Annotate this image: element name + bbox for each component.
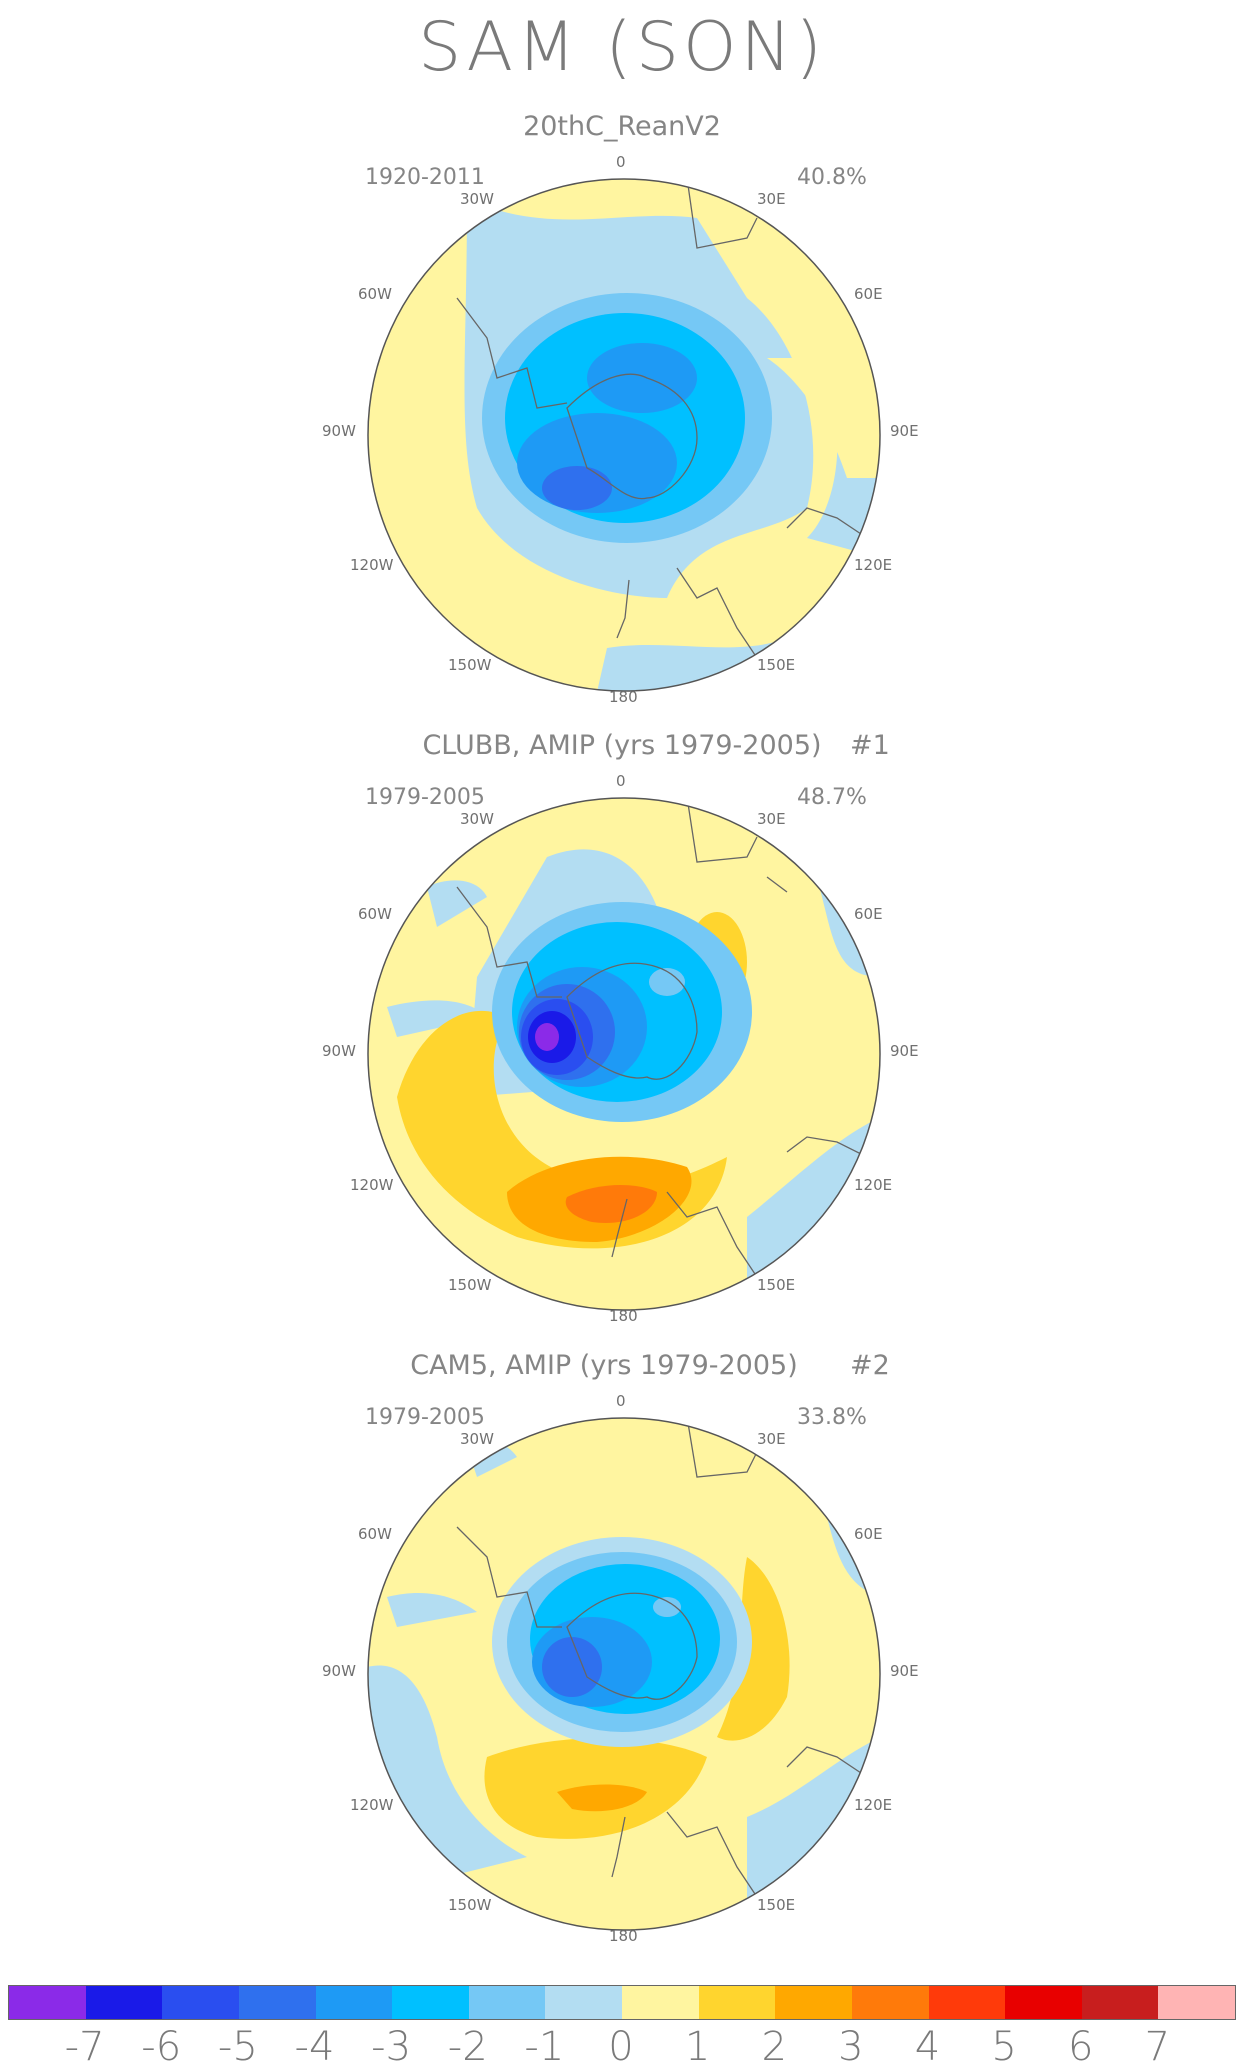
label-120w: 120W: [350, 556, 394, 574]
colorbar-label: -1: [524, 2024, 565, 2070]
colorbar-label: -6: [141, 2024, 182, 2070]
colorbar-swatch: [392, 1986, 469, 2019]
label-30e: 30E: [757, 1430, 786, 1448]
colorbar-label: 7: [1144, 2024, 1171, 2070]
colorbar-label: -3: [371, 2024, 412, 2070]
label-150e: 150E: [757, 1276, 796, 1294]
colorbar: [8, 1985, 1236, 2020]
label-0: 0: [616, 772, 626, 790]
panel-3-map: [367, 1417, 881, 1931]
colorbar-label: -2: [447, 2024, 488, 2070]
panel-3-tag: #2: [850, 1350, 890, 1381]
label-30e: 30E: [757, 190, 786, 208]
colorbar-swatch: [468, 1986, 546, 2019]
panel-2-map: [367, 797, 881, 1311]
label-90e: 90E: [890, 1042, 919, 1060]
panel-1-map: [367, 178, 881, 692]
label-90e: 90E: [890, 422, 919, 440]
colorbar-label: 4: [914, 2024, 941, 2070]
label-120e: 120E: [854, 1176, 893, 1194]
panel-1-title: 20thC_ReanV2: [523, 111, 721, 142]
panel-3-title: CAM5, AMIP (yrs 1979-2005): [410, 1350, 798, 1381]
colorbar-swatch: [851, 1986, 929, 2019]
label-60e: 60E: [854, 285, 883, 303]
label-60w: 60W: [358, 905, 392, 923]
panel-1-years: 1920-2011: [365, 165, 485, 190]
label-30w: 30W: [460, 1430, 494, 1448]
label-90w: 90W: [322, 1662, 356, 1680]
label-0: 0: [616, 1392, 626, 1410]
label-150w: 150W: [448, 1276, 492, 1294]
colorbar-label: -4: [294, 2024, 335, 2070]
colorbar-label: 5: [991, 2024, 1017, 2070]
colorbar-swatch: [85, 1986, 163, 2019]
colorbar-label: 0: [608, 2024, 634, 2070]
label-120w: 120W: [350, 1796, 394, 1814]
colorbar-swatch: [9, 1986, 86, 2019]
label-60e: 60E: [854, 905, 883, 923]
label-150w: 150W: [448, 656, 492, 674]
colorbar-swatch: [775, 1986, 852, 2019]
colorbar-label: -5: [217, 2024, 258, 2070]
label-60w: 60W: [358, 1525, 392, 1543]
label-30e: 30E: [757, 810, 786, 828]
colorbar-swatch: [545, 1986, 622, 2019]
colorbar-label: 1: [684, 2024, 711, 2070]
label-0: 0: [616, 153, 626, 171]
colorbar-swatch: [928, 1986, 1006, 2019]
panel-3-years: 1979-2005: [365, 1405, 485, 1430]
panel-2-variance: 48.7%: [797, 785, 867, 810]
label-60w: 60W: [358, 285, 392, 303]
figure-title: SAM (SON): [418, 8, 826, 87]
label-90w: 90W: [322, 422, 356, 440]
label-90e: 90E: [890, 1662, 919, 1680]
panel-2-years: 1979-2005: [365, 785, 485, 810]
label-90w: 90W: [322, 1042, 356, 1060]
label-120e: 120E: [854, 556, 893, 574]
label-120w: 120W: [350, 1176, 394, 1194]
colorbar-labels: -7 -6 -5 -4 -3 -2 -1 0 1 2 3 4 5 6 7: [0, 2024, 1244, 2070]
label-150e: 150E: [757, 1896, 796, 1914]
colorbar-label: -7: [64, 2024, 105, 2070]
label-120e: 120E: [854, 1796, 893, 1814]
label-180: 180: [609, 1307, 638, 1325]
label-30w: 30W: [460, 190, 494, 208]
colorbar-swatch: [1158, 1986, 1235, 2019]
panel-2-title: CLUBB, AMIP (yrs 1979-2005): [422, 730, 822, 761]
label-30w: 30W: [460, 810, 494, 828]
panel-2-tag: #1: [850, 730, 890, 761]
colorbar-label: 3: [838, 2024, 864, 2070]
label-150e: 150E: [757, 656, 796, 674]
panel-1-variance: 40.8%: [797, 165, 867, 190]
colorbar-label: 2: [761, 2024, 787, 2070]
colorbar-swatch: [162, 1986, 239, 2019]
colorbar-swatch: [1081, 1986, 1159, 2019]
label-180: 180: [609, 1927, 638, 1945]
label-150w: 150W: [448, 1896, 492, 1914]
panel-3-variance: 33.8%: [797, 1405, 867, 1430]
colorbar-swatch: [698, 1986, 776, 2019]
label-60e: 60E: [854, 1525, 883, 1543]
colorbar-label: 6: [1068, 2024, 1094, 2070]
colorbar-swatch: [1005, 1986, 1082, 2019]
colorbar-swatch: [315, 1986, 393, 2019]
colorbar-swatch: [238, 1986, 316, 2019]
colorbar-swatch: [622, 1986, 699, 2019]
label-180: 180: [609, 688, 638, 706]
